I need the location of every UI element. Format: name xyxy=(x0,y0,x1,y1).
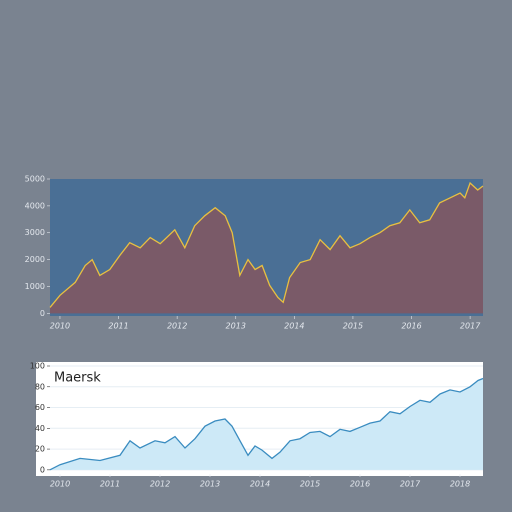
x-tick-label: 2011 xyxy=(108,322,128,331)
x-tick-label: 2013 xyxy=(226,322,246,331)
line xyxy=(49,377,484,471)
y-tick-label: 5000 xyxy=(25,175,45,184)
x-tick-label: 2014 xyxy=(250,480,270,489)
y-tick-label: 0 xyxy=(40,465,45,474)
x-tick-label: 2017 xyxy=(400,480,421,489)
x-tick-label: 2016 xyxy=(350,480,370,489)
y-tick-label: 1000 xyxy=(25,282,45,291)
x-tick-label: 2015 xyxy=(300,480,320,489)
x-tick-label: 2012 xyxy=(150,480,170,489)
x-tick-label: 2015 xyxy=(343,322,363,331)
x-tick-label: 2011 xyxy=(100,480,120,489)
y-tick-label: 40 xyxy=(35,424,45,433)
y-tick-label: 60 xyxy=(35,403,45,412)
y-tick-label: 20 xyxy=(35,445,45,454)
x-tick-label: 2010 xyxy=(50,480,70,489)
area xyxy=(50,183,483,314)
y-tick-label: 100 xyxy=(30,362,45,371)
area xyxy=(50,378,483,470)
x-tick-label: 2016 xyxy=(401,322,421,331)
y-tick-label: 0 xyxy=(40,309,45,318)
x-tick-label: 2010 xyxy=(50,322,70,331)
y-tick-label: 80 xyxy=(35,382,45,391)
x-tick-label: 2014 xyxy=(284,322,304,331)
x-tick-label: 2017 xyxy=(460,322,481,331)
y-tick-label: 3000 xyxy=(25,228,45,237)
x-tick-label: 2013 xyxy=(200,480,220,489)
x-tick-label: 2018 xyxy=(450,480,470,489)
x-tick-label: 2012 xyxy=(167,322,187,331)
chart-title: Maersk xyxy=(54,371,101,386)
line xyxy=(49,181,484,308)
y-tick-label: 4000 xyxy=(25,201,45,210)
y-tick-label: 2000 xyxy=(25,255,45,264)
